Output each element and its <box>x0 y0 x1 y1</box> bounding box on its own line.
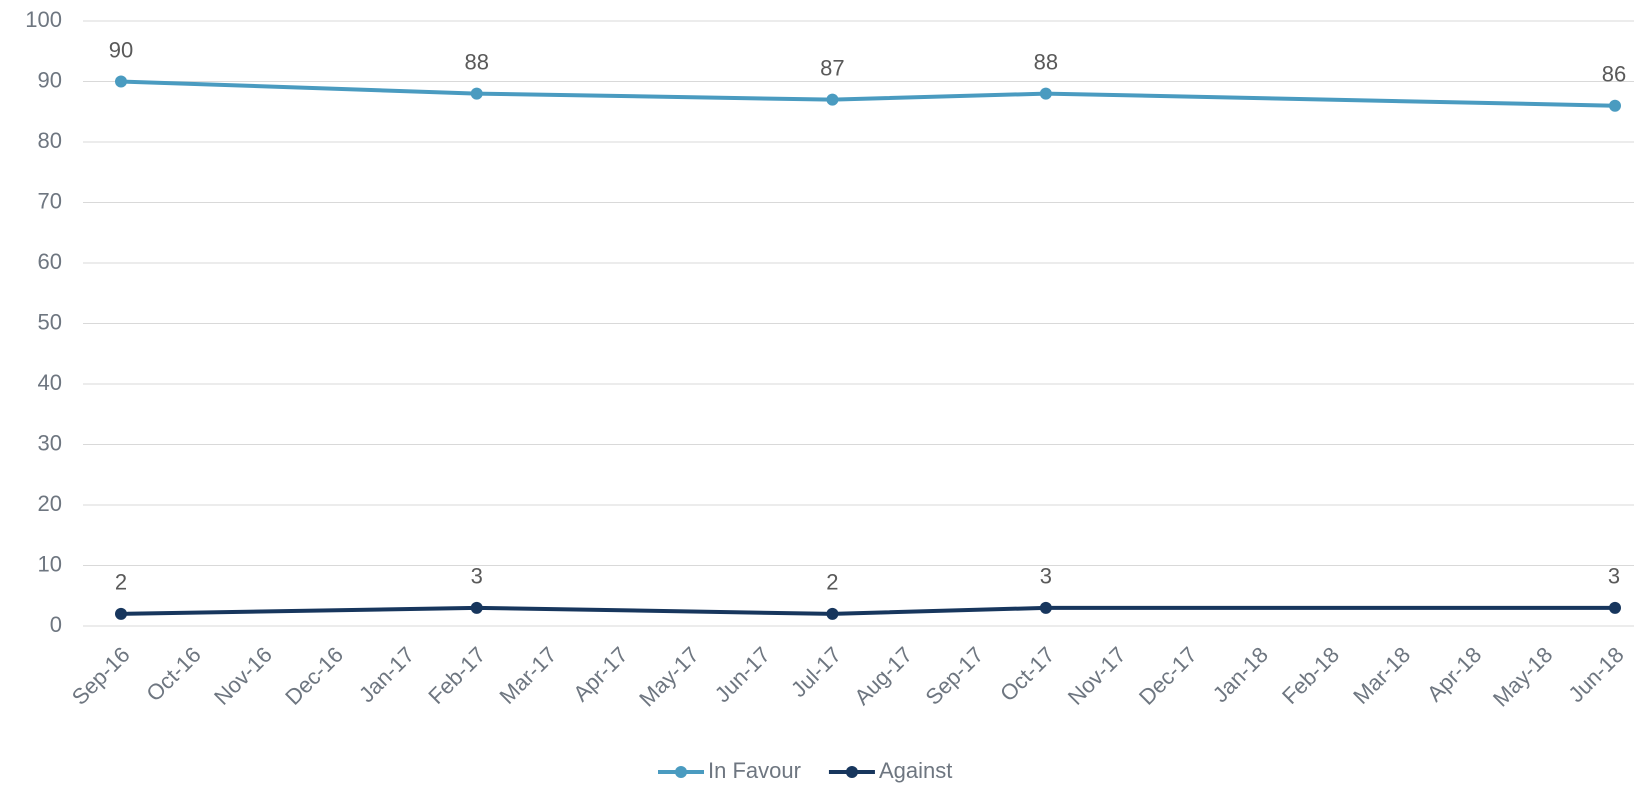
legend-label: Against <box>879 758 952 783</box>
x-tick-label: Jun-17 <box>710 642 775 707</box>
y-tick-label: 90 <box>38 67 62 92</box>
x-tick-label: Nov-17 <box>1063 642 1131 710</box>
data-label: 86 <box>1602 62 1626 87</box>
x-tick-label: Nov-16 <box>209 642 277 710</box>
legend-marker <box>845 766 858 778</box>
data-label: 87 <box>820 55 844 80</box>
x-tick-label: May-18 <box>1488 642 1558 712</box>
x-tick-label: Sep-16 <box>67 642 135 710</box>
point <box>115 607 127 620</box>
y-tick-label: 10 <box>38 551 62 576</box>
point <box>470 87 483 100</box>
x-tick-label: Oct-16 <box>141 642 205 706</box>
x-tick-label: Apr-18 <box>1422 642 1486 706</box>
y-tick-label: 70 <box>38 188 62 213</box>
data-label: 90 <box>109 37 133 62</box>
x-tick-label: Jul-17 <box>786 642 846 702</box>
x-tick-label: Dec-16 <box>280 642 348 710</box>
series-line <box>120 605 1615 616</box>
point <box>826 93 839 106</box>
legend-marker <box>675 766 687 778</box>
x-tick-label: Aug-17 <box>849 642 917 710</box>
data-label: 2 <box>115 570 127 595</box>
data-label: 2 <box>826 570 838 595</box>
x-tick-label: Feb-18 <box>1277 642 1344 709</box>
x-tick-label: Feb-17 <box>423 642 490 709</box>
series-line <box>120 79 1616 108</box>
x-tick-label: May-17 <box>634 642 704 712</box>
y-tick-label: 60 <box>38 249 62 274</box>
x-tick-label: Oct-17 <box>995 642 1059 706</box>
x-tick-label: Apr-17 <box>568 642 632 706</box>
point <box>826 607 839 620</box>
x-tick-label: Jan-17 <box>354 642 419 707</box>
y-tick-label: 0 <box>50 612 62 637</box>
y-tick-label: 30 <box>38 430 62 455</box>
y-tick-label: 40 <box>38 370 62 395</box>
point <box>1609 99 1621 112</box>
y-tick-label: 100 <box>25 7 62 32</box>
data-label: 3 <box>1040 564 1052 589</box>
x-tick-label: Dec-17 <box>1134 642 1202 710</box>
x-tick-label: Jan-18 <box>1208 642 1273 707</box>
y-tick-label: 50 <box>38 309 62 334</box>
point <box>115 75 127 88</box>
point <box>1039 87 1052 100</box>
data-label: 88 <box>464 49 488 74</box>
data-label: 3 <box>471 564 483 589</box>
point <box>1039 601 1052 614</box>
data-label: 3 <box>1608 564 1620 589</box>
point <box>470 601 483 614</box>
x-tick-label: Mar-18 <box>1348 642 1415 709</box>
legend-label: In Favour <box>708 758 801 783</box>
x-tick-label: Sep-17 <box>921 642 989 710</box>
point <box>1609 601 1621 614</box>
y-tick-label: 80 <box>38 128 62 153</box>
data-label: 88 <box>1034 49 1058 74</box>
x-tick-label: Jun-18 <box>1563 642 1628 707</box>
x-tick-label: Mar-17 <box>495 642 562 709</box>
y-tick-label: 20 <box>38 491 62 516</box>
